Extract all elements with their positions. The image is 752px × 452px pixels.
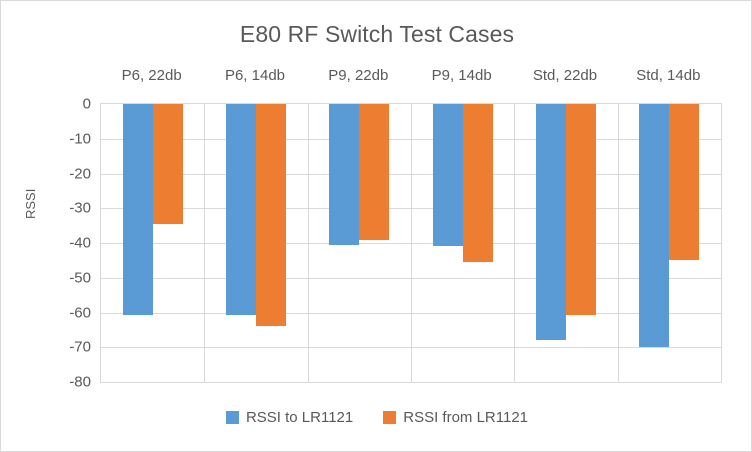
category-separator [514, 104, 516, 382]
category-label-5: Std, 14db [636, 67, 701, 84]
legend-swatch-icon [225, 411, 239, 424]
legend-label: RSSI from LR1121 [403, 409, 529, 426]
bar-to-lr1121[interactable] [536, 104, 566, 340]
category-label-1: P6, 14db [224, 67, 286, 84]
y-tick-label: -80 [69, 373, 91, 391]
bar-to-lr1121[interactable] [122, 104, 153, 316]
bar-from-lr1121[interactable] [669, 104, 700, 261]
category-separator [307, 104, 309, 382]
bar-from-lr1121[interactable] [152, 104, 183, 225]
legend-swatch-icon [383, 411, 397, 424]
y-tick-label: -70 [69, 338, 91, 356]
category-separator [204, 104, 206, 382]
bar-to-lr1121[interactable] [329, 104, 360, 246]
category-separator [411, 104, 412, 382]
plot-area [100, 103, 722, 383]
chart-legend: RSSI to LR1121 RSSI from LR1121 [1, 409, 751, 426]
bar-from-lr1121[interactable] [566, 104, 596, 316]
category-label-2: P9, 22db [328, 67, 389, 84]
bar-to-lr1121[interactable] [639, 104, 670, 347]
bar-to-lr1121[interactable] [432, 104, 463, 246]
y-tick-label: -10 [69, 130, 91, 148]
category-separator [617, 104, 619, 382]
bar-from-lr1121[interactable] [359, 104, 390, 241]
legend-item-1[interactable]: RSSI from LR1121 [383, 409, 528, 426]
category-label-4: Std, 22db [532, 67, 598, 84]
bar-from-lr1121[interactable] [256, 104, 286, 326]
y-tick-label: -50 [69, 269, 91, 287]
bar-to-lr1121[interactable] [226, 104, 256, 315]
y-axis-tick-labels: 0 -10 -20 -30 -40 -50 -60 -70 -80 [37, 96, 91, 391]
y-tick-label: -60 [69, 304, 91, 321]
y-tick-label: -40 [69, 234, 91, 252]
y-tick-label: -30 [69, 199, 91, 217]
category-axis-labels: P6, 22db P6, 14db P9, 22db P9, 14db Std, 22d… [100, 67, 722, 93]
y-tick-label: 0 [82, 95, 91, 113]
category-label-0: P6, 22db [121, 67, 182, 84]
legend-item-0[interactable]: RSSI to LR1121 [225, 409, 354, 426]
bar-from-lr1121[interactable] [462, 104, 493, 263]
y-tick-label: -20 [69, 165, 91, 182]
category-label-3: P9, 14db [431, 67, 492, 84]
legend-label: RSSI to LR1121 [245, 409, 354, 426]
y-axis-title: RSSI [23, 188, 38, 219]
chart-title: E80 RF Switch Test Cases [239, 21, 515, 47]
